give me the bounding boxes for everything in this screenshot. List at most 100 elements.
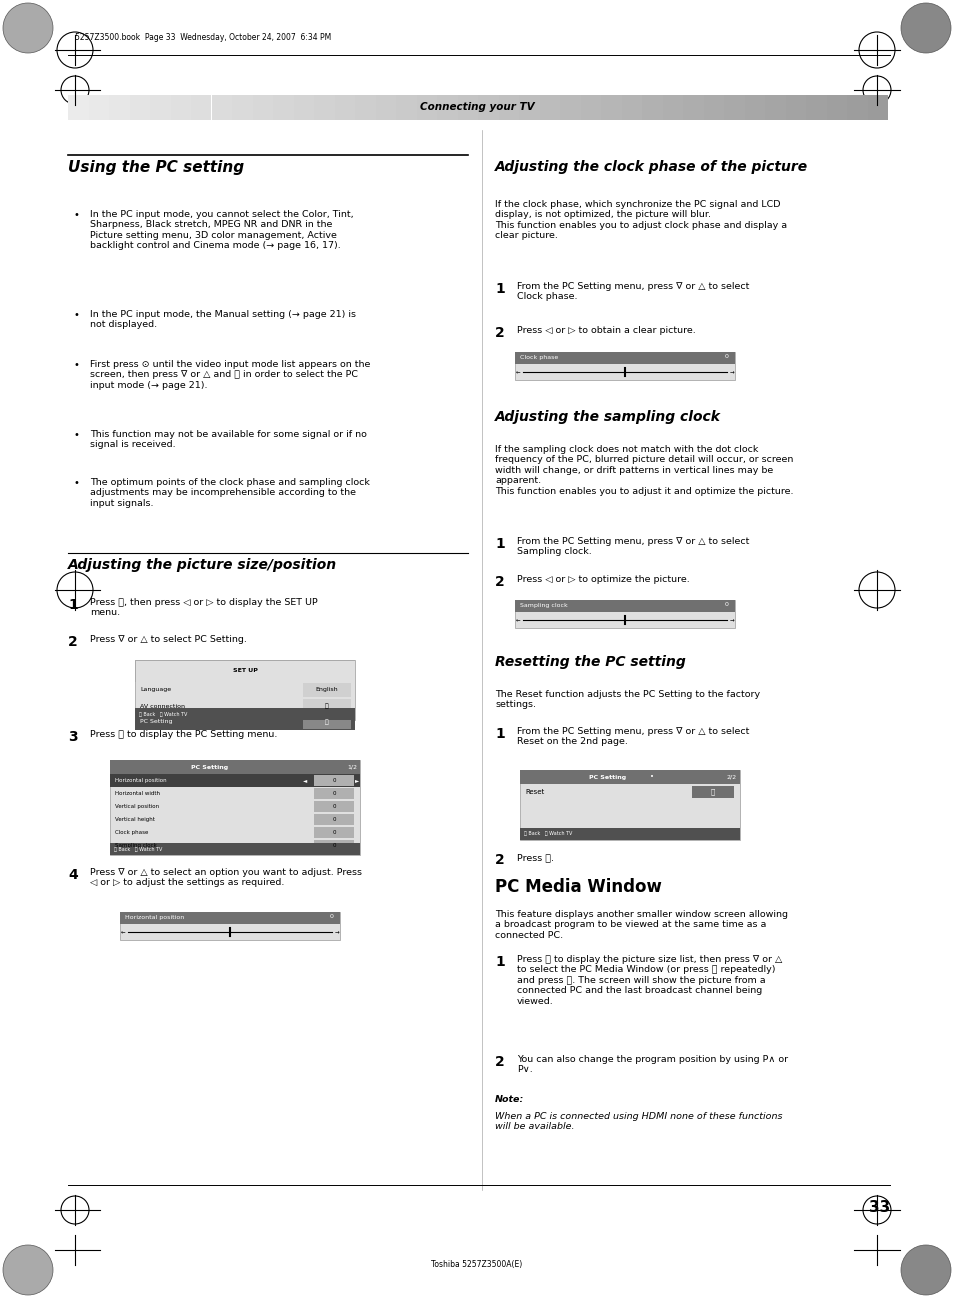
FancyBboxPatch shape (457, 95, 477, 120)
FancyBboxPatch shape (314, 840, 354, 851)
Text: In the PC input mode, you cannot select the Color, Tint,
Sharpness, Black stretc: In the PC input mode, you cannot select … (90, 209, 354, 250)
Text: The Reset function adjusts the PC Setting to the factory
settings.: The Reset function adjusts the PC Settin… (495, 690, 760, 709)
Text: 0: 0 (330, 915, 334, 920)
FancyBboxPatch shape (846, 95, 866, 120)
FancyBboxPatch shape (579, 95, 600, 120)
Text: First press ⊙ until the video input mode list appears on the
screen, then press : First press ⊙ until the video input mode… (90, 360, 370, 390)
FancyBboxPatch shape (110, 774, 359, 787)
Text: ←: ← (516, 618, 519, 622)
FancyBboxPatch shape (519, 770, 740, 785)
FancyBboxPatch shape (682, 95, 702, 120)
Text: Sampling clock: Sampling clock (519, 602, 567, 608)
FancyBboxPatch shape (416, 95, 436, 120)
Text: Adjusting the sampling clock: Adjusting the sampling clock (495, 410, 720, 424)
Text: 0: 0 (332, 791, 335, 796)
Circle shape (900, 1245, 950, 1294)
FancyBboxPatch shape (314, 775, 354, 786)
Text: If the sampling clock does not match with the dot clock
frequency of the PC, blu: If the sampling clock does not match wit… (495, 445, 793, 496)
Text: 2/2: 2/2 (726, 774, 737, 779)
FancyBboxPatch shape (355, 95, 375, 120)
Text: Press Ⓕ to display the picture size list, then press ∇ or △
to select the PC Med: Press Ⓕ to display the picture size list… (517, 955, 781, 1006)
Text: Horizontal position: Horizontal position (125, 915, 184, 920)
FancyBboxPatch shape (110, 760, 359, 774)
FancyBboxPatch shape (600, 95, 620, 120)
Text: 1: 1 (68, 598, 77, 611)
Text: →: → (729, 618, 734, 622)
Text: Horizontal width: Horizontal width (115, 791, 160, 796)
FancyBboxPatch shape (825, 95, 846, 120)
Text: Press ◁ or ▷ to obtain a clear picture.: Press ◁ or ▷ to obtain a clear picture. (517, 327, 695, 334)
Text: Note:: Note: (495, 1095, 524, 1105)
FancyBboxPatch shape (191, 95, 212, 120)
FancyBboxPatch shape (89, 95, 109, 120)
Text: •: • (73, 431, 79, 440)
FancyBboxPatch shape (303, 716, 351, 729)
Text: PC Media Window: PC Media Window (495, 878, 661, 896)
Text: •: • (649, 774, 654, 781)
FancyBboxPatch shape (784, 95, 805, 120)
FancyBboxPatch shape (253, 95, 273, 120)
FancyBboxPatch shape (303, 699, 351, 713)
Text: 1: 1 (495, 727, 504, 742)
Circle shape (3, 1245, 53, 1294)
Text: 0: 0 (724, 602, 728, 608)
Text: AV connection: AV connection (140, 704, 185, 709)
Text: Press Ⓞ to display the PC Setting menu.: Press Ⓞ to display the PC Setting menu. (90, 730, 277, 739)
Text: 0: 0 (332, 830, 335, 835)
Text: PC Setting: PC Setting (140, 719, 172, 725)
FancyBboxPatch shape (519, 770, 740, 840)
Text: Ⓞ: Ⓞ (325, 704, 329, 709)
Text: Ⓞ: Ⓞ (710, 788, 715, 795)
Text: Resetting the PC setting: Resetting the PC setting (495, 654, 685, 669)
FancyBboxPatch shape (661, 95, 682, 120)
Text: English: English (315, 687, 338, 692)
Text: Press ∇ or △ to select PC Setting.: Press ∇ or △ to select PC Setting. (90, 635, 247, 644)
FancyBboxPatch shape (135, 714, 355, 730)
FancyBboxPatch shape (477, 95, 498, 120)
FancyBboxPatch shape (135, 660, 355, 719)
Text: Connecting your TV: Connecting your TV (419, 101, 534, 112)
FancyBboxPatch shape (436, 95, 457, 120)
FancyBboxPatch shape (498, 95, 518, 120)
Text: 33: 33 (868, 1200, 889, 1215)
FancyBboxPatch shape (120, 912, 339, 924)
Text: When a PC is connected using HDMI none of these functions
will be available.: When a PC is connected using HDMI none o… (495, 1112, 781, 1132)
Text: 0: 0 (332, 804, 335, 809)
FancyBboxPatch shape (303, 683, 351, 697)
FancyBboxPatch shape (764, 95, 784, 120)
FancyBboxPatch shape (314, 788, 354, 799)
FancyBboxPatch shape (515, 600, 734, 611)
Text: SET UP: SET UP (233, 667, 257, 673)
FancyBboxPatch shape (314, 801, 354, 812)
FancyBboxPatch shape (515, 600, 734, 628)
FancyBboxPatch shape (515, 353, 734, 380)
Text: 5257Z3500.book  Page 33  Wednesday, October 24, 2007  6:34 PM: 5257Z3500.book Page 33 Wednesday, Octobe… (75, 34, 331, 43)
Text: 0: 0 (332, 778, 335, 783)
FancyBboxPatch shape (515, 353, 734, 364)
Text: 0: 0 (332, 843, 335, 848)
Circle shape (900, 3, 950, 53)
FancyBboxPatch shape (135, 708, 355, 719)
Text: 0: 0 (332, 817, 335, 822)
Text: 1: 1 (495, 537, 504, 552)
FancyBboxPatch shape (866, 95, 887, 120)
FancyBboxPatch shape (110, 843, 359, 855)
Text: PC Setting: PC Setting (589, 774, 626, 779)
FancyBboxPatch shape (109, 95, 130, 120)
Text: •: • (73, 310, 79, 320)
Text: From the PC Setting menu, press ∇ or △ to select
Reset on the 2nd page.: From the PC Setting menu, press ∇ or △ t… (517, 727, 749, 747)
Text: Clock phase: Clock phase (519, 354, 558, 359)
Text: Adjusting the picture size/position: Adjusting the picture size/position (68, 558, 336, 572)
FancyBboxPatch shape (723, 95, 743, 120)
Text: 4: 4 (68, 868, 77, 882)
Text: In the PC input mode, the Manual setting (→ page 21) is
not displayed.: In the PC input mode, the Manual setting… (90, 310, 355, 329)
Text: •: • (73, 209, 79, 220)
Text: Reset: Reset (524, 788, 543, 795)
Text: From the PC Setting menu, press ∇ or △ to select
Clock phase.: From the PC Setting menu, press ∇ or △ t… (517, 282, 749, 302)
FancyBboxPatch shape (559, 95, 579, 120)
FancyBboxPatch shape (150, 95, 171, 120)
Text: Ⓛ Back   Ⓔ Watch TV: Ⓛ Back Ⓔ Watch TV (139, 712, 187, 717)
FancyBboxPatch shape (130, 95, 150, 120)
FancyBboxPatch shape (519, 827, 740, 840)
Text: PC Setting: PC Setting (192, 765, 229, 769)
